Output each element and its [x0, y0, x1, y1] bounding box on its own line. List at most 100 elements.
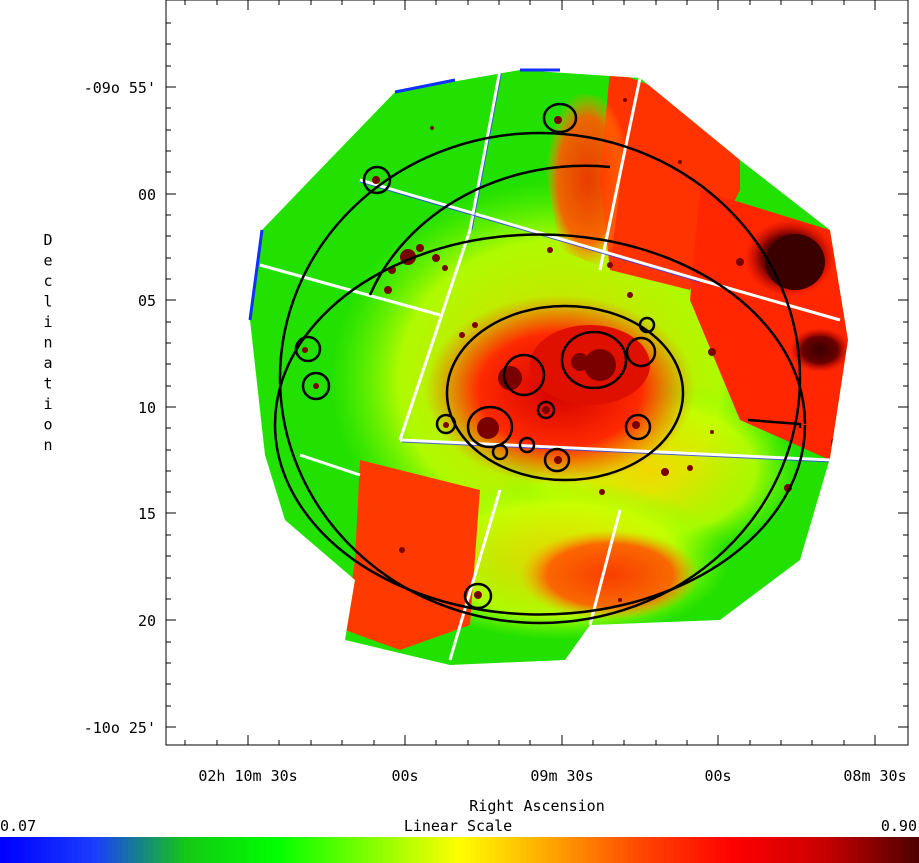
colorbar-segment	[413, 837, 420, 863]
colorbar-segment	[178, 837, 185, 863]
colorbar-segment	[285, 837, 292, 863]
colorbar-segment	[541, 837, 547, 863]
colorbar-segment	[280, 837, 287, 863]
colorbar-segment	[587, 837, 593, 863]
colorbar-segment	[316, 837, 323, 863]
colorbar-segment	[188, 837, 195, 863]
y-ticks	[166, 86, 908, 728]
colorbar-segment	[786, 837, 792, 863]
colorbar-segment	[679, 837, 685, 863]
colorbar-segment	[873, 837, 879, 863]
colorbar-segment	[265, 837, 272, 863]
y-tick-label: 05	[138, 292, 156, 310]
colorbar-segment	[56, 837, 62, 863]
colorbar-segment	[35, 837, 42, 863]
colorbar-segment	[714, 837, 721, 863]
colorbar-segment	[505, 837, 512, 863]
colorbar-segment	[362, 837, 369, 863]
colorbar-segment	[770, 837, 777, 863]
colorbar-segment	[530, 837, 537, 863]
y-tick-label: -09o 55'	[84, 79, 156, 97]
colorbar-segment	[847, 837, 854, 863]
colorbar-segment	[459, 837, 466, 863]
colorbar-segment	[837, 837, 844, 863]
colorbar-segment	[745, 837, 752, 863]
colorbar-segment	[867, 837, 874, 863]
colorbar-segment	[857, 837, 864, 863]
colorbar-segment	[755, 837, 762, 863]
colorbar-segment	[536, 837, 542, 863]
colorbar-segment	[454, 837, 461, 863]
colorbar-segment	[464, 837, 471, 863]
colorbar-segment	[556, 837, 563, 863]
colorbar-segment	[893, 837, 900, 863]
colorbar-segment	[296, 837, 302, 863]
colorbar-segment	[91, 837, 98, 863]
colorbar-segment	[903, 837, 910, 863]
colorbar-segment	[428, 837, 435, 863]
colorbar-segment	[653, 837, 660, 863]
colorbar-segment	[142, 837, 149, 863]
y-tick-label: 15	[138, 505, 156, 523]
colorbar-label: Linear Scale	[404, 817, 512, 835]
colorbar-segment	[81, 837, 88, 863]
x-tick-label: 00s	[391, 767, 418, 785]
colorbar-segment	[15, 837, 22, 863]
colorbar-segment	[612, 837, 619, 863]
colorbar-segment	[571, 837, 578, 863]
colorbar-segment	[520, 837, 527, 863]
colorbar-segment	[469, 837, 476, 863]
colorbar-segment	[592, 837, 598, 863]
y-tick-label: 10	[138, 399, 156, 417]
colorbar-segment	[372, 837, 379, 863]
colorbar-segment	[163, 837, 170, 863]
colorbar-segment	[765, 837, 772, 863]
colorbar-segment	[239, 837, 246, 863]
colorbar-segment	[730, 837, 736, 863]
colorbar-segment	[270, 837, 277, 863]
colorbar-segment	[474, 837, 481, 863]
colorbar-segment	[806, 837, 813, 863]
colorbar-segment	[342, 837, 348, 863]
colorbar-segment	[398, 837, 404, 863]
colorbar-segment	[602, 837, 609, 863]
colorbar-segment	[10, 837, 16, 863]
x-ticks	[247, 0, 876, 745]
colorbar-segment	[423, 837, 430, 863]
colorbar-segment	[321, 837, 328, 863]
colorbar-segment	[913, 837, 919, 863]
colorbar-segment	[816, 837, 823, 863]
colorbar-segment	[245, 837, 251, 863]
colorbar-segment	[699, 837, 706, 863]
colorbar-segment	[898, 837, 905, 863]
colorbar-segment	[76, 837, 83, 863]
colorbar-segment	[485, 837, 491, 863]
colorbar-segment	[638, 837, 644, 863]
colorbar-segment	[709, 837, 716, 863]
colorbar-segment	[311, 837, 318, 863]
colorbar-segment	[888, 837, 895, 863]
x-tick-label: 09m 30s	[530, 767, 593, 785]
colorbar-segment	[377, 837, 384, 863]
colorbar-segment	[51, 837, 57, 863]
colorbar-segment	[576, 837, 583, 863]
colorbar-segment	[704, 837, 711, 863]
colorbar-segment	[204, 837, 210, 863]
colorbar-segment	[127, 837, 134, 863]
colorbar-segment	[796, 837, 803, 863]
x-tick-label: 08m 30s	[843, 767, 906, 785]
mosaic-edge	[248, 68, 560, 321]
colorbar-segment	[862, 837, 869, 863]
x-axis-label: Right Ascension	[469, 797, 604, 815]
colorbar-segment	[908, 837, 915, 863]
colorbar-segment	[515, 837, 522, 863]
colorbar-segment	[255, 837, 261, 863]
colorbar-segment	[367, 837, 374, 863]
colorbar-segment	[132, 837, 139, 863]
colorbar-segment	[352, 837, 358, 863]
colorbar-segment	[479, 837, 486, 863]
colorbar-segment	[663, 837, 670, 863]
colorbar-segment	[275, 837, 282, 863]
colorbar-segment	[842, 837, 849, 863]
